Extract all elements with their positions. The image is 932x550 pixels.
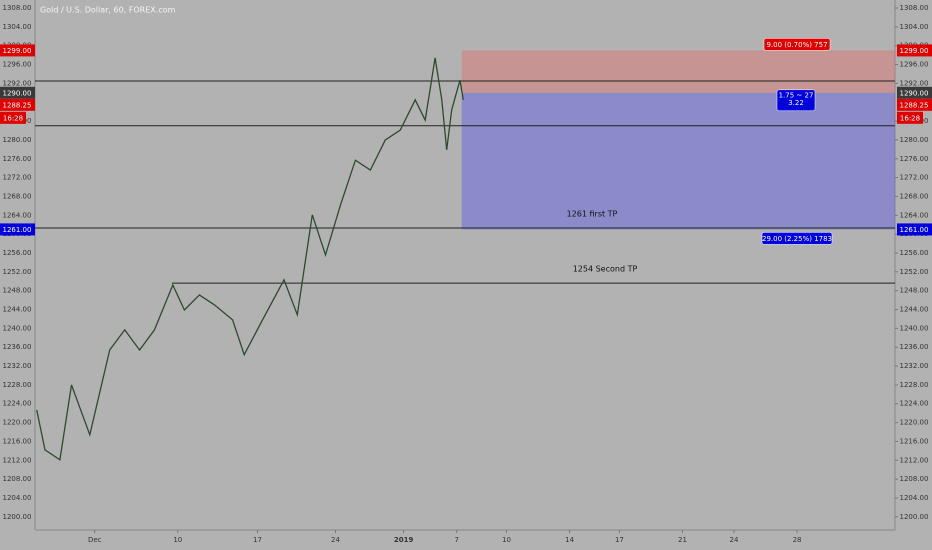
price-badge-label: 1290.00 [3, 89, 32, 97]
price-badge-label: 1261.00 [900, 226, 929, 234]
y-tick-label-left: 1268.00 [3, 192, 32, 200]
y-tick-label-right: 1280.00 [900, 136, 929, 144]
y-tick-label-left: 1228.00 [3, 381, 32, 389]
y-tick-label-left: 1208.00 [3, 475, 32, 483]
x-tick-label: 10 [502, 536, 511, 544]
y-tick-label-left: 1256.00 [3, 249, 32, 257]
price-badge [897, 86, 932, 99]
y-tick-label-right: 1200.00 [900, 513, 929, 521]
y-tick-label-left: 1232.00 [3, 362, 32, 370]
y-tick-label-left: 1224.00 [3, 400, 32, 408]
target-label-box [761, 232, 833, 245]
y-tick-label-right: 1236.00 [900, 343, 929, 351]
x-tick-label: 10 [173, 536, 182, 544]
y-tick-label-left: 1200.00 [3, 513, 32, 521]
price-badge [897, 98, 932, 111]
y-tick-label-right: 1240.00 [900, 324, 929, 332]
y-tick-label-left: 1244.00 [3, 306, 32, 314]
y-tick-label-right: 1248.00 [900, 287, 929, 295]
y-tick-label-left: 1308.00 [3, 4, 32, 12]
stop-zone [461, 50, 895, 93]
price-badge [0, 223, 35, 236]
y-tick-label-right: 1204.00 [900, 494, 929, 502]
level-annotation: 1254 Second TP [573, 265, 638, 274]
price-badge [0, 86, 35, 99]
countdown-badge [897, 111, 923, 124]
ratio-label-box [776, 89, 816, 112]
price-badge [897, 44, 932, 57]
x-tick-label: Dec [88, 536, 102, 544]
y-tick-label-right: 1268.00 [900, 192, 929, 200]
price-badge-label: 1288.25 [3, 101, 32, 109]
countdown: 16:28 [3, 114, 23, 122]
y-tick-label-right: 1296.00 [900, 61, 929, 69]
ratio-label-2: 3.22 [788, 99, 804, 107]
y-tick-label-right: 1232.00 [900, 362, 929, 370]
y-tick-label-left: 1252.00 [3, 268, 32, 276]
y-tick-label-right: 1276.00 [900, 155, 929, 163]
y-tick-label-right: 1216.00 [900, 437, 929, 445]
y-tick-label-right: 1212.00 [900, 456, 929, 464]
stop-label-box [763, 38, 831, 51]
price-line [36, 57, 464, 461]
countdown-badge [0, 111, 26, 124]
y-tick-label-right: 1220.00 [900, 419, 929, 427]
x-tick-label: 17 [615, 536, 624, 544]
y-tick-label-right: 1224.00 [900, 400, 929, 408]
y-tick-label-right: 1244.00 [900, 306, 929, 314]
y-tick-label-left: 1220.00 [3, 419, 32, 427]
y-tick-label-left: 1292.00 [3, 79, 32, 87]
y-tick-label-left: 1280.00 [3, 136, 32, 144]
x-tick-label: 17 [253, 536, 262, 544]
y-tick-label-left: 1216.00 [3, 437, 32, 445]
stop-label: 9.00 (0.70%) 757 [766, 41, 827, 49]
price-badge-label: 1299.00 [900, 47, 929, 55]
y-tick-label-left: 1204.00 [3, 494, 32, 502]
y-tick-label-left: 1296.00 [3, 61, 32, 69]
price-badge-label: 1290.00 [900, 89, 929, 97]
y-tick-label-left: 1236.00 [3, 343, 32, 351]
x-tick-label: 7 [454, 536, 458, 544]
y-tick-label-right: 1304.00 [900, 23, 929, 31]
y-tick-label-right: 1252.00 [900, 268, 929, 276]
x-tick-label: 28 [793, 536, 802, 544]
target-zone [461, 92, 895, 230]
y-tick-label-left: 1240.00 [3, 324, 32, 332]
x-tick-label: 24 [729, 536, 738, 544]
y-tick-label-left: 1272.00 [3, 174, 32, 182]
price-badge-label: 1299.00 [3, 47, 32, 55]
x-tick-label: 2019 [394, 536, 414, 544]
countdown: 16:28 [900, 114, 920, 122]
y-tick-label-right: 1292.00 [900, 79, 929, 87]
y-tick-label-left: 1212.00 [3, 456, 32, 464]
y-tick-label-right: 1308.00 [900, 4, 929, 12]
y-tick-label-left: 1304.00 [3, 23, 32, 31]
x-tick-label: 24 [331, 536, 340, 544]
price-badge-label: 1261.00 [3, 226, 32, 234]
price-badge-label: 1288.25 [900, 101, 929, 109]
y-tick-label-left: 1248.00 [3, 287, 32, 295]
y-tick-label-right: 1272.00 [900, 174, 929, 182]
y-tick-label-left: 1276.00 [3, 155, 32, 163]
price-badge [897, 223, 932, 236]
price-badge [0, 44, 35, 57]
target-label: 29.00 (2.25%) 1783 [762, 235, 832, 243]
x-tick-label: 21 [678, 536, 687, 544]
chart-title: Gold / U.S. Dollar, 60, FOREX.com [40, 6, 176, 15]
y-tick-label-right: 1208.00 [900, 475, 929, 483]
price-badge [0, 98, 35, 111]
y-tick-label-left: 1264.00 [3, 211, 32, 219]
ratio-label: 1.75 ~ 27 [779, 91, 814, 99]
y-tick-label-right: 1228.00 [900, 381, 929, 389]
y-tick-label-right: 1264.00 [900, 211, 929, 219]
x-tick-label: 14 [565, 536, 574, 544]
level-annotation: 1261 first TP [567, 210, 618, 219]
y-tick-label-right: 1256.00 [900, 249, 929, 257]
